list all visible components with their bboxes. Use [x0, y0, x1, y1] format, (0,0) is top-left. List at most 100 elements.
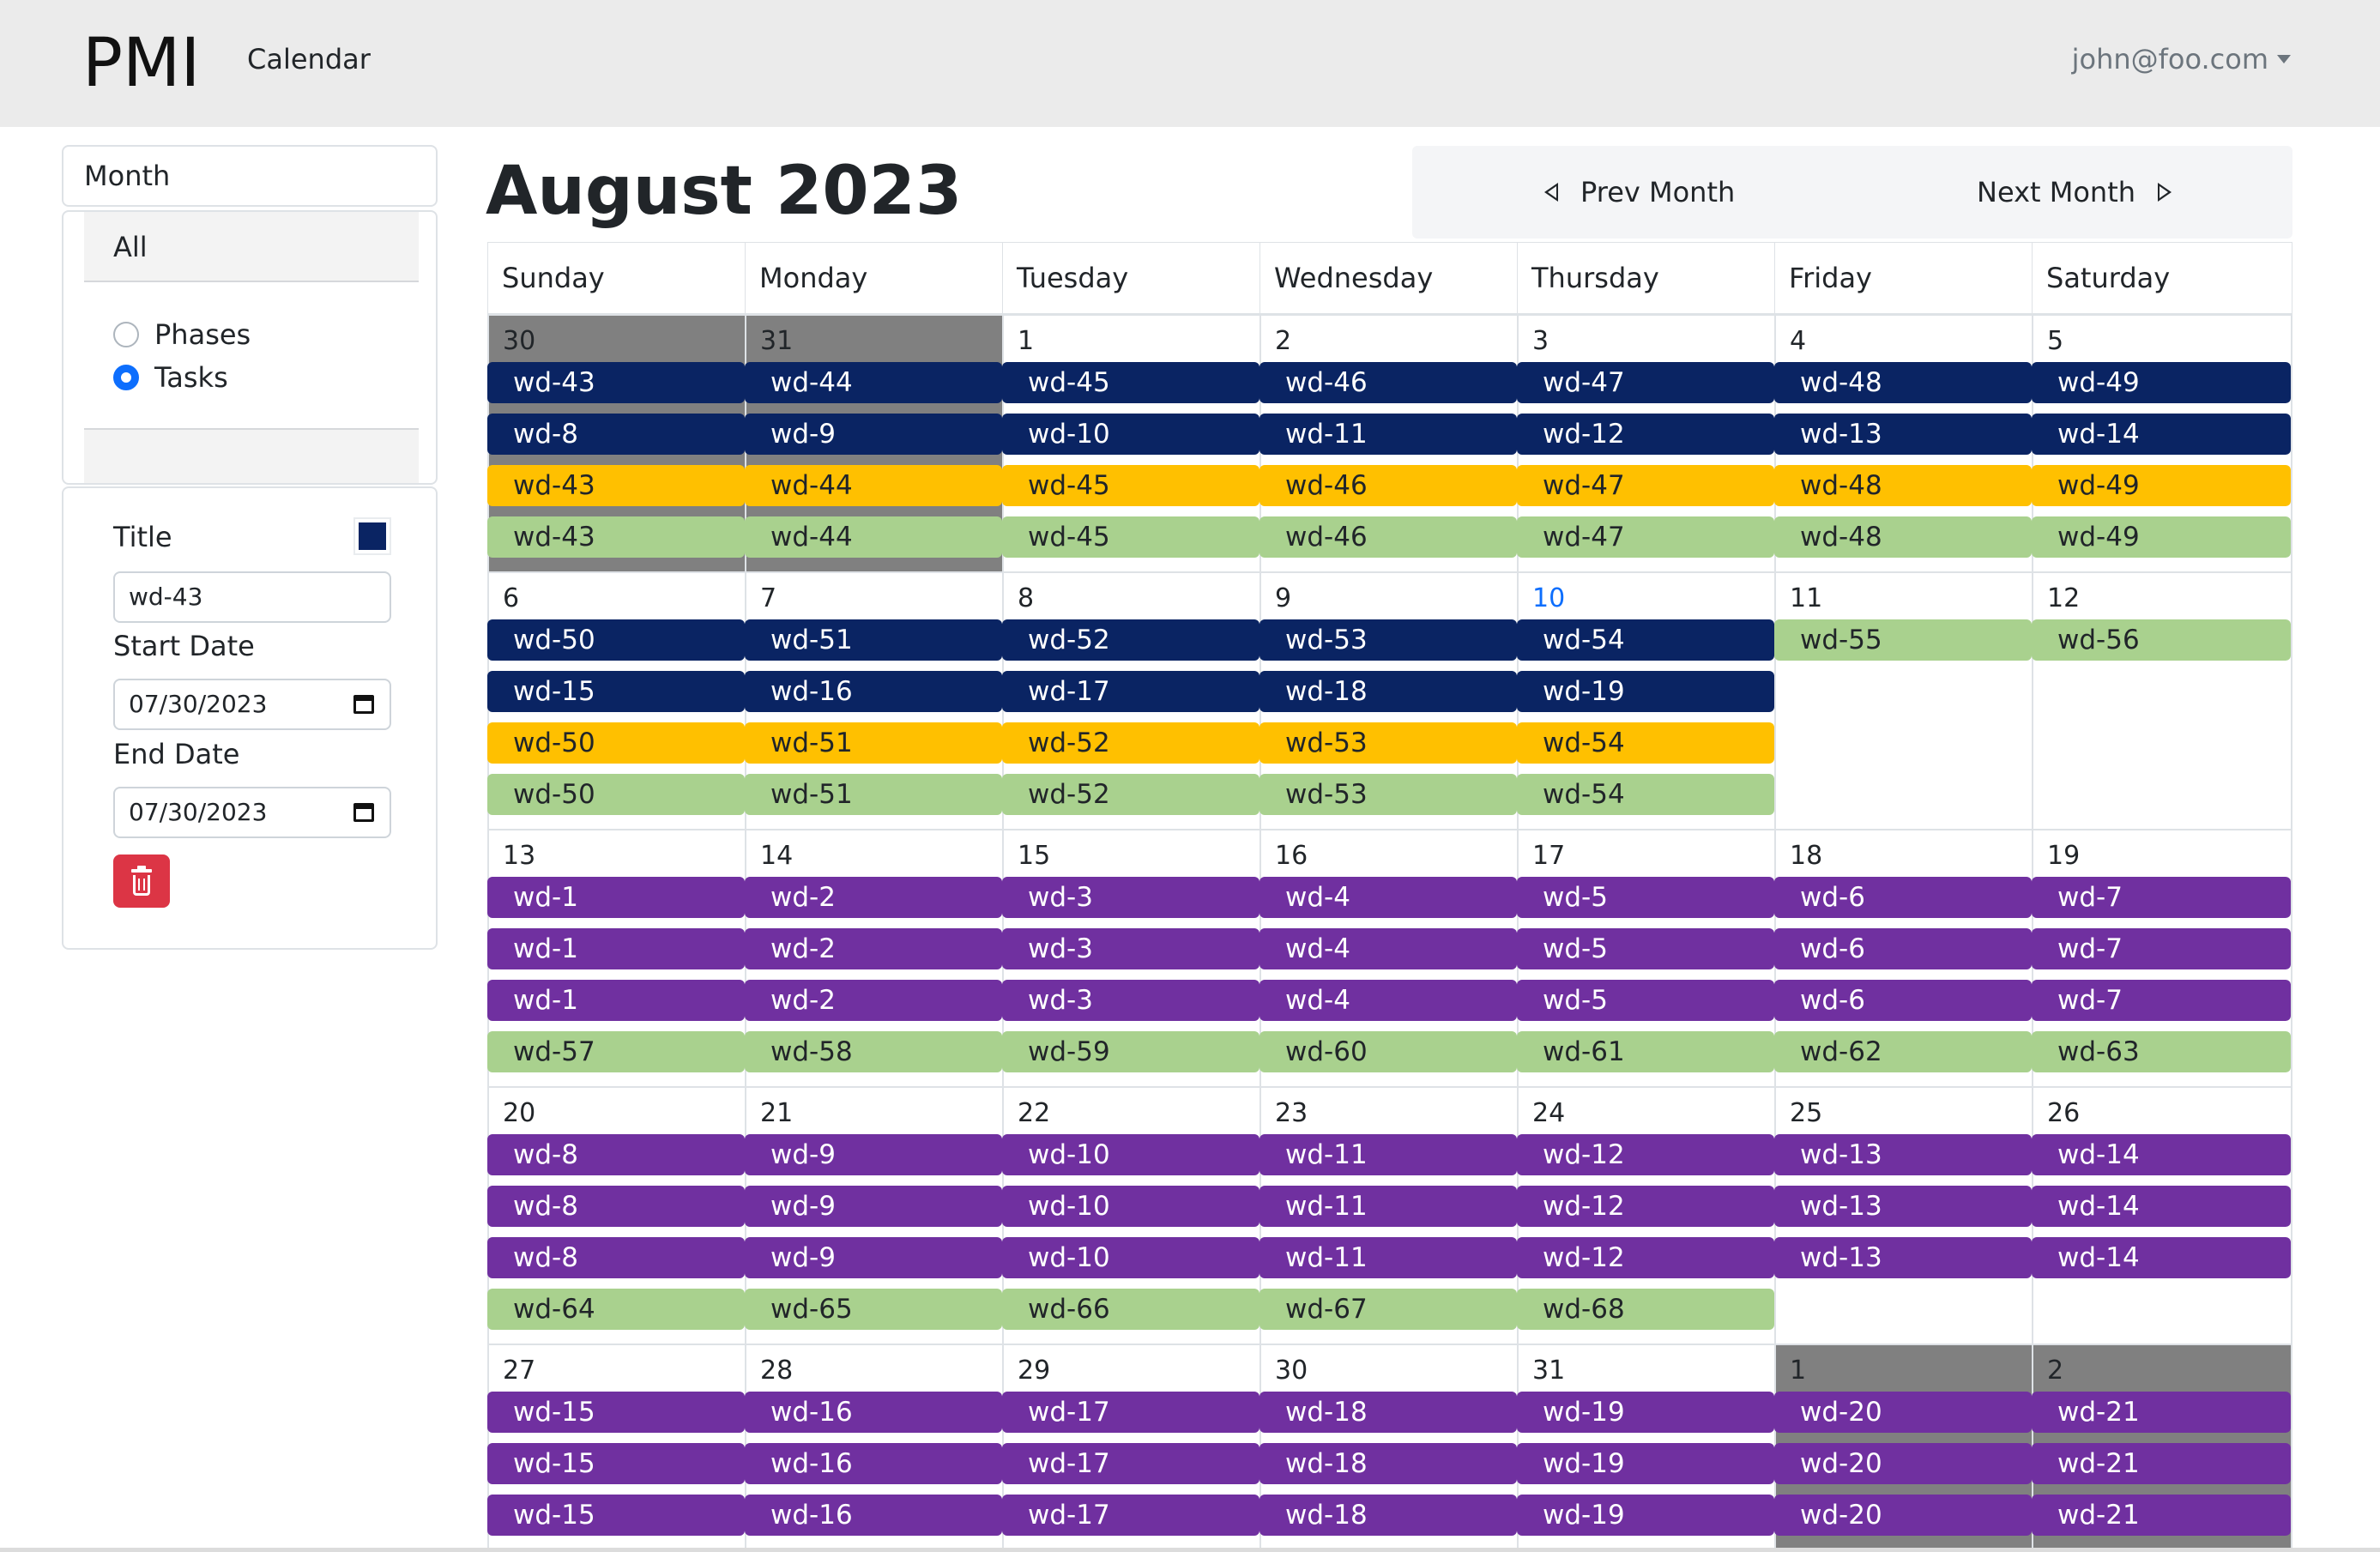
event-chip[interactable]: wd-15 — [487, 671, 745, 712]
day-number[interactable]: 1 — [1790, 1356, 1807, 1386]
event-chip[interactable]: wd-17 — [1002, 671, 1259, 712]
event-chip[interactable]: wd-49 — [2032, 465, 2291, 506]
event-chip[interactable]: wd-46 — [1259, 362, 1517, 403]
day-number[interactable]: 3 — [1532, 326, 1549, 356]
event-chip[interactable]: wd-4 — [1259, 877, 1517, 918]
event-chip[interactable]: wd-5 — [1517, 980, 1774, 1021]
event-chip[interactable]: wd-6 — [1774, 980, 2032, 1021]
event-chip[interactable]: wd-44 — [745, 465, 1002, 506]
day-number[interactable]: 15 — [1018, 841, 1051, 871]
event-chip[interactable]: wd-16 — [745, 1495, 1002, 1536]
day-number[interactable]: 21 — [760, 1098, 794, 1128]
event-chip[interactable]: wd-19 — [1517, 1495, 1774, 1536]
event-chip[interactable]: wd-15 — [487, 1392, 745, 1433]
event-chip[interactable]: wd-43 — [487, 465, 745, 506]
event-chip[interactable]: wd-54 — [1517, 619, 1774, 661]
day-number[interactable]: 8 — [1018, 583, 1035, 613]
radio-circle-checked[interactable] — [113, 365, 139, 390]
calendar-icon[interactable] — [353, 695, 374, 714]
event-chip[interactable]: wd-60 — [1259, 1031, 1517, 1072]
event-chip[interactable]: wd-17 — [1002, 1392, 1259, 1433]
event-chip[interactable]: wd-7 — [2032, 980, 2291, 1021]
color-picker[interactable] — [353, 517, 391, 555]
day-number[interactable]: 2 — [2047, 1356, 2064, 1386]
event-chip[interactable]: wd-63 — [2032, 1031, 2291, 1072]
day-number[interactable]: 16 — [1275, 841, 1308, 871]
event-chip[interactable]: wd-64 — [487, 1289, 745, 1330]
event-chip[interactable]: wd-52 — [1002, 619, 1259, 661]
event-chip[interactable]: wd-13 — [1774, 1186, 2032, 1227]
day-number[interactable]: 10 — [1532, 583, 1566, 613]
event-chip[interactable]: wd-4 — [1259, 980, 1517, 1021]
radio-phases[interactable]: Phases — [113, 315, 251, 354]
day-number[interactable]: 31 — [760, 326, 794, 356]
event-chip[interactable]: wd-56 — [2032, 619, 2291, 661]
event-chip[interactable]: wd-10 — [1002, 1134, 1259, 1175]
event-chip[interactable]: wd-50 — [487, 774, 745, 815]
event-chip[interactable]: wd-12 — [1517, 414, 1774, 455]
event-chip[interactable]: wd-10 — [1002, 1237, 1259, 1278]
event-chip[interactable]: wd-12 — [1517, 1186, 1774, 1227]
event-chip[interactable]: wd-48 — [1774, 465, 2032, 506]
nav-link-calendar[interactable]: Calendar — [247, 43, 371, 75]
event-chip[interactable]: wd-51 — [745, 774, 1002, 815]
day-number[interactable]: 11 — [1790, 583, 1823, 613]
event-chip[interactable]: wd-52 — [1002, 774, 1259, 815]
event-chip[interactable]: wd-11 — [1259, 1134, 1517, 1175]
event-chip[interactable]: wd-15 — [487, 1495, 745, 1536]
event-chip[interactable]: wd-45 — [1002, 362, 1259, 403]
day-cell[interactable]: 11 — [1774, 571, 2032, 829]
day-number[interactable]: 6 — [503, 583, 520, 613]
event-chip[interactable]: wd-21 — [2032, 1443, 2291, 1484]
next-month-button[interactable]: Next Month — [1977, 170, 2172, 214]
event-chip[interactable]: wd-11 — [1259, 414, 1517, 455]
day-cell[interactable]: 12 — [2032, 571, 2292, 829]
event-chip[interactable]: wd-14 — [2032, 1134, 2291, 1175]
event-chip[interactable]: wd-17 — [1002, 1495, 1259, 1536]
event-chip[interactable]: wd-45 — [1002, 465, 1259, 506]
title-input[interactable]: wd-43 — [113, 571, 391, 623]
event-chip[interactable]: wd-13 — [1774, 1237, 2032, 1278]
event-chip[interactable]: wd-54 — [1517, 774, 1774, 815]
event-chip[interactable]: wd-68 — [1517, 1289, 1774, 1330]
start-date-input[interactable]: 07/30/2023 — [113, 679, 391, 730]
event-chip[interactable]: wd-20 — [1774, 1495, 2032, 1536]
day-number[interactable]: 30 — [1275, 1356, 1308, 1386]
event-chip[interactable]: wd-16 — [745, 1392, 1002, 1433]
day-number[interactable]: 17 — [1532, 841, 1566, 871]
event-chip[interactable]: wd-49 — [2032, 516, 2291, 558]
event-chip[interactable]: wd-53 — [1259, 619, 1517, 661]
event-chip[interactable]: wd-2 — [745, 928, 1002, 969]
event-chip[interactable]: wd-9 — [745, 1134, 1002, 1175]
event-chip[interactable]: wd-14 — [2032, 1186, 2291, 1227]
event-chip[interactable]: wd-14 — [2032, 1237, 2291, 1278]
day-number[interactable]: 24 — [1532, 1098, 1566, 1128]
event-chip[interactable]: wd-16 — [745, 1443, 1002, 1484]
event-chip[interactable]: wd-1 — [487, 928, 745, 969]
event-chip[interactable]: wd-20 — [1774, 1443, 2032, 1484]
user-menu[interactable]: john@foo.com — [2072, 36, 2291, 82]
day-number[interactable]: 4 — [1790, 326, 1807, 356]
event-chip[interactable]: wd-51 — [745, 722, 1002, 764]
event-chip[interactable]: wd-15 — [487, 1443, 745, 1484]
event-chip[interactable]: wd-44 — [745, 362, 1002, 403]
event-chip[interactable]: wd-9 — [745, 414, 1002, 455]
day-number[interactable]: 25 — [1790, 1098, 1823, 1128]
event-chip[interactable]: wd-5 — [1517, 877, 1774, 918]
event-chip[interactable]: wd-10 — [1002, 1186, 1259, 1227]
event-chip[interactable]: wd-3 — [1002, 980, 1259, 1021]
event-chip[interactable]: wd-2 — [745, 877, 1002, 918]
day-number[interactable]: 23 — [1275, 1098, 1308, 1128]
event-chip[interactable]: wd-47 — [1517, 362, 1774, 403]
day-number[interactable]: 18 — [1790, 841, 1823, 871]
event-chip[interactable]: wd-8 — [487, 414, 745, 455]
day-number[interactable]: 14 — [760, 841, 794, 871]
event-chip[interactable]: wd-43 — [487, 362, 745, 403]
day-number[interactable]: 5 — [2047, 326, 2064, 356]
day-number[interactable]: 19 — [2047, 841, 2081, 871]
event-chip[interactable]: wd-49 — [2032, 362, 2291, 403]
event-chip[interactable]: wd-11 — [1259, 1186, 1517, 1227]
event-chip[interactable]: wd-66 — [1002, 1289, 1259, 1330]
event-chip[interactable]: wd-13 — [1774, 414, 2032, 455]
day-number[interactable]: 9 — [1275, 583, 1292, 613]
